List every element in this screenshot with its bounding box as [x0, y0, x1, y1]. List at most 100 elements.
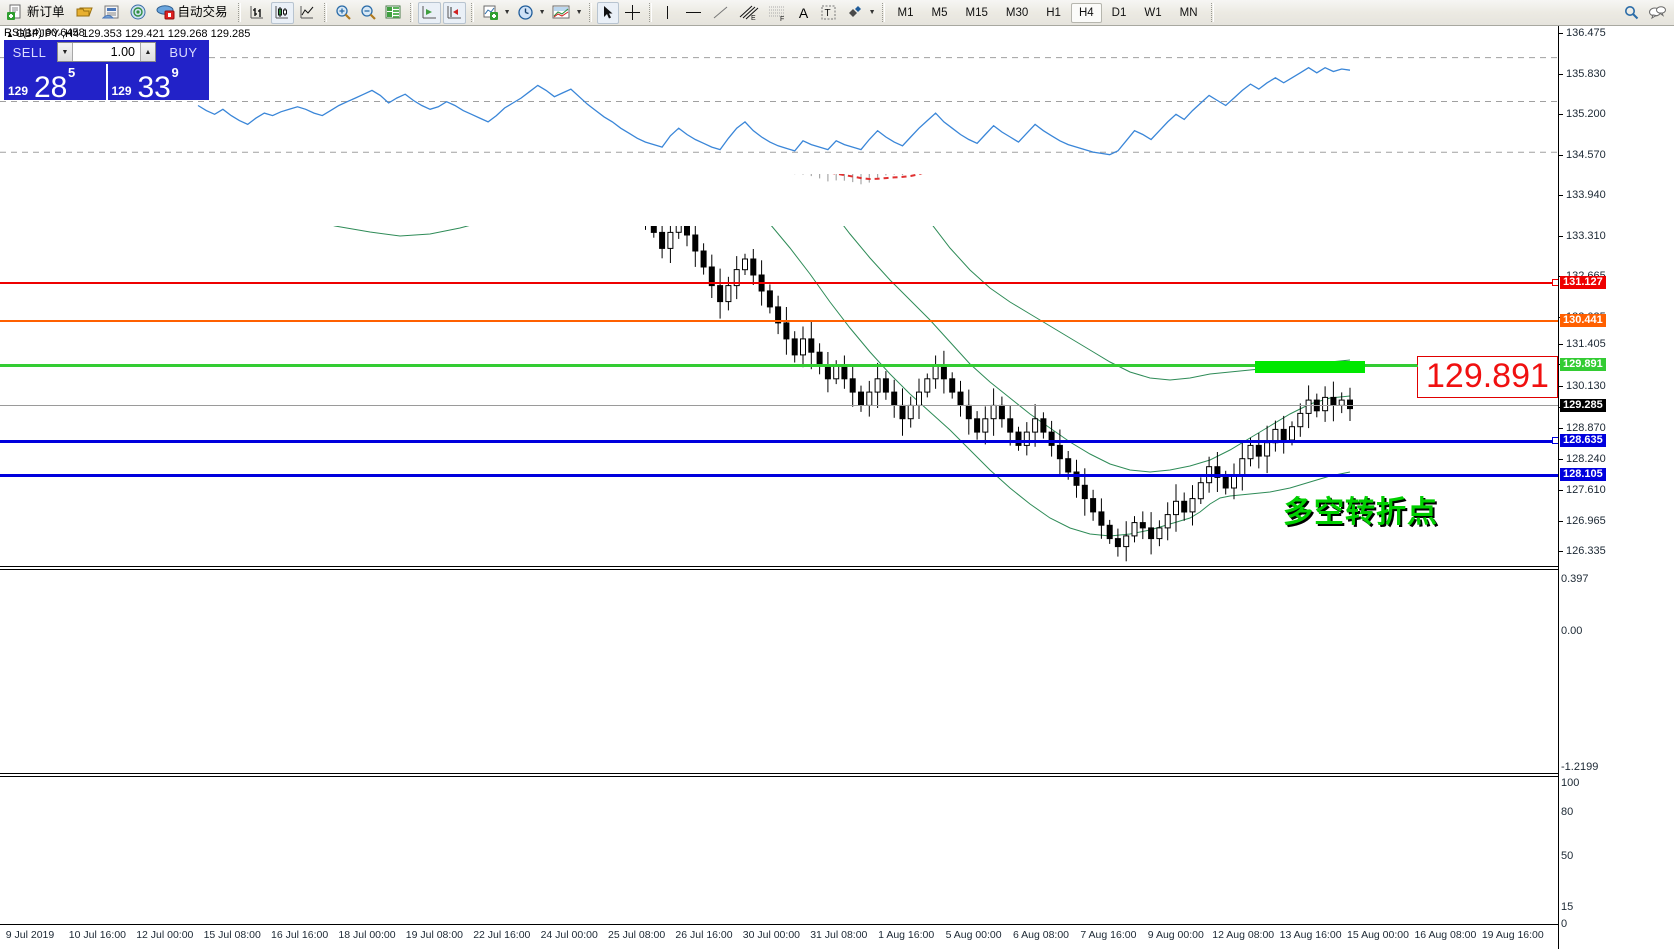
clock-icon	[517, 4, 534, 21]
chat-icon	[1648, 4, 1667, 21]
period-button[interactable]	[514, 2, 537, 24]
news-button[interactable]	[99, 2, 124, 24]
timeframe-m5[interactable]: M5	[931, 6, 948, 19]
resistance-line-130441[interactable]	[0, 320, 1558, 322]
search-button[interactable]	[1620, 2, 1643, 24]
toolbar-separator	[881, 3, 885, 22]
one-click-trading-panel[interactable]: SELL ▼ 1.00 ▲ BUY 129 28 5 129 33 9	[4, 40, 209, 104]
trade-panel-top-row: SELL ▼ 1.00 ▲ BUY	[4, 40, 209, 64]
objects-dropdown-caret[interactable]: ▼	[868, 9, 876, 16]
rsi-pane[interactable]: RSI(14) 60.6458	[0, 26, 1558, 174]
time-tick: 6 Aug 08:00	[1012, 929, 1070, 941]
target-line-129891[interactable]	[0, 364, 1558, 367]
autotrade-button[interactable]: 自动交易	[153, 2, 233, 24]
volume-increase-button[interactable]: ▲	[140, 43, 155, 61]
price-tick: 133.310	[1559, 231, 1606, 242]
signal-highlight-rect	[1255, 361, 1365, 373]
main-toolbar: 新订单	[0, 0, 1674, 26]
price-tick: 127.610	[1559, 485, 1606, 496]
price-tag-129891[interactable]: 129.891	[1417, 356, 1558, 398]
timeframe-m15[interactable]: M15	[965, 6, 988, 19]
sell-price-box[interactable]: 129 28 5	[4, 64, 106, 104]
chat-button[interactable]	[1645, 2, 1670, 24]
toolbar-separator	[237, 3, 241, 22]
timeframe-h4[interactable]: H4	[1070, 2, 1102, 23]
timeframe-m1[interactable]: M1	[897, 6, 914, 19]
time-tick: 1 Aug 16:00	[878, 929, 935, 941]
time-tick: 12 Jul 00:00	[136, 929, 194, 941]
time-tick: 22 Jul 16:00	[473, 929, 531, 941]
shift-end-button[interactable]	[442, 1, 466, 24]
text-label-tool-button[interactable]: T	[817, 2, 840, 24]
timeframe-mn[interactable]: MN	[1179, 6, 1198, 19]
support-line-128635[interactable]	[0, 440, 1558, 443]
timeframe-w1[interactable]: W1	[1144, 6, 1162, 19]
toolbar-separator	[588, 3, 592, 22]
fibonacci-tool-button[interactable]: F	[764, 2, 791, 24]
shift-start-button[interactable]	[417, 1, 441, 24]
timeframe-d1[interactable]: D1	[1111, 6, 1127, 19]
time-tick: 24 Jul 00:00	[540, 929, 598, 941]
equidistant-channel-tool-button[interactable]: E	[735, 2, 762, 24]
line-handle-red[interactable]	[1552, 279, 1558, 286]
candlestick-chart-button[interactable]	[270, 1, 294, 24]
signals-button[interactable]	[126, 2, 151, 24]
current-price-line	[0, 405, 1558, 406]
trendline-tool-button[interactable]	[708, 2, 733, 24]
objects-button[interactable]	[842, 2, 867, 24]
price-macd-divider	[0, 566, 1558, 567]
volume-decrease-button[interactable]: ▼	[58, 43, 73, 61]
chart-symbol-title: ▲ GBPJPY-,H4 129.353 129.421 129.268 129.…	[6, 28, 250, 40]
folder-icon	[75, 4, 94, 21]
crosshair-tool-button[interactable]	[621, 2, 644, 24]
time-axis[interactable]: 9 Jul 2019 10 Jul 16:00 12 Jul 00:00 15 Jul…	[0, 924, 1558, 949]
time-tick: 15 Aug 00:00	[1347, 929, 1409, 941]
folder-button[interactable]	[72, 2, 97, 24]
new-order-button[interactable]: 新订单	[4, 2, 70, 24]
cursor-tool-button[interactable]	[596, 1, 619, 24]
line-chart-button[interactable]	[296, 2, 319, 24]
templates-button[interactable]	[549, 2, 574, 24]
indicators-dropdown-caret[interactable]: ▼	[503, 9, 511, 16]
resistance-line-131127[interactable]	[0, 282, 1558, 284]
cursor-icon	[600, 4, 615, 21]
macd-tick: -1.2199	[1561, 761, 1599, 774]
volume-value[interactable]: 1.00	[110, 45, 135, 59]
line-handle-blue[interactable]	[1552, 437, 1558, 444]
time-tick: 9 Jul 2019	[5, 929, 55, 941]
templates-dropdown-caret[interactable]: ▼	[575, 9, 583, 16]
time-tick: 19 Aug 16:00	[1481, 929, 1544, 941]
volume-stepper[interactable]: ▼ 1.00 ▲	[57, 42, 156, 62]
time-tick: 16 Aug 08:00	[1414, 929, 1477, 941]
axis-label-128635: 128.635	[1560, 434, 1606, 447]
price-axis[interactable]: 136.475 135.830 135.200 134.570 133.940 133.3…	[1558, 26, 1674, 949]
sell-button[interactable]: SELL	[12, 44, 47, 60]
zoom-in-button[interactable]	[332, 2, 355, 24]
text-label-icon: T	[820, 4, 837, 21]
indicators-icon	[482, 4, 499, 21]
autotrade-icon	[156, 4, 175, 21]
vertical-line-tool-button[interactable]	[657, 2, 679, 24]
indicators-button[interactable]	[479, 2, 502, 24]
time-tick: 18 Jul 00:00	[338, 929, 396, 941]
chart-area[interactable]: 129.891 多空转折点 ▲ GBPJPY-,H4 129.353 129.42…	[0, 26, 1674, 949]
sell-price-main: 28	[34, 71, 68, 104]
buy-price-box[interactable]: 129 33 9	[107, 64, 209, 103]
timeframe-h1[interactable]: H1	[1046, 6, 1061, 19]
zoom-out-button[interactable]	[357, 2, 380, 24]
support-line-128105[interactable]	[0, 474, 1558, 477]
chart-annotation[interactable]: 多空转折点	[1283, 496, 1438, 529]
horizontal-line-tool-button[interactable]	[681, 2, 706, 24]
toolbar-separator	[409, 3, 413, 22]
timeframe-m30[interactable]: M30	[1005, 6, 1029, 19]
buy-button[interactable]: BUY	[169, 44, 198, 60]
price-tag-connector	[1398, 365, 1418, 367]
tile-windows-button[interactable]	[382, 2, 405, 24]
price-tick: 134.570	[1559, 150, 1606, 161]
period-dropdown-caret[interactable]: ▼	[538, 9, 546, 16]
bar-chart-button[interactable]	[246, 2, 269, 24]
autotrade-label: 自动交易	[177, 5, 228, 20]
collapse-triangle-icon[interactable]: ▲	[6, 29, 14, 39]
equidistant-channel-icon: E	[738, 4, 759, 21]
text-tool-button[interactable]: A	[793, 2, 815, 24]
